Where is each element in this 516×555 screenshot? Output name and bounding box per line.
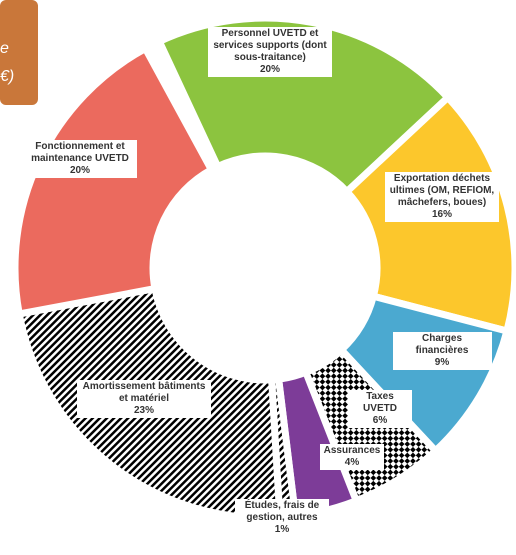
category-label: Fonctionnement et maintenance UVETD <box>31 141 129 164</box>
value-label: 4% <box>344 457 360 468</box>
category-label: Taxes UVETD <box>363 391 397 414</box>
value-label: 1% <box>274 524 290 535</box>
value-label: 23% <box>133 405 154 416</box>
slice-label: Fonctionnement et maintenance UVETD 20% <box>23 140 137 178</box>
slice-label: Personnel UVETD et services supports (do… <box>208 27 332 77</box>
category-label: Personnel UVETD et services supports (do… <box>213 28 327 63</box>
value-label: 9% <box>434 357 450 368</box>
annotation: €) <box>0 68 15 85</box>
category-label: Amortissement bâtiments et matériel <box>82 381 206 404</box>
slice-label: Charges financières 9% <box>392 332 492 370</box>
value-label: 20% <box>69 165 90 176</box>
legend-box <box>0 0 38 105</box>
slice-label: Assurances 4% <box>320 444 384 470</box>
category-label: Exportation déchets ultimes (OM, REFIOM,… <box>389 173 495 208</box>
annotation: e <box>0 40 9 57</box>
slice-label: Études, frais de gestion, autres 1% <box>235 499 329 537</box>
value-label: 16% <box>431 209 452 220</box>
slice-label: Exportation déchets ultimes (OM, REFIOM,… <box>385 172 499 222</box>
slice-label: Amortissement bâtiments et matériel 23% <box>77 380 211 418</box>
value-label: 6% <box>372 415 388 426</box>
slice-label: Taxes UVETD 6% <box>348 390 412 428</box>
category-label: Études, frais de gestion, autres <box>244 500 320 523</box>
value-label: 20% <box>259 64 280 75</box>
category-label: Charges financières <box>415 333 469 356</box>
slice <box>11 43 217 319</box>
category-label: Assurances <box>323 445 381 456</box>
